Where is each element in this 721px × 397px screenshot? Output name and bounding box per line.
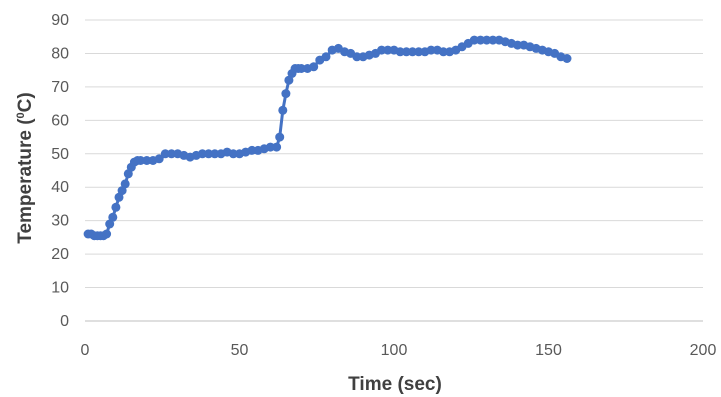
series-layer: [83, 35, 572, 241]
x-axis-title: Time (sec): [348, 374, 442, 395]
data-point: [167, 149, 176, 159]
data-point: [414, 47, 424, 57]
y-tick-label: 10: [51, 280, 69, 297]
data-point: [108, 212, 118, 222]
data-point: [309, 62, 319, 72]
y-tick-label: 80: [51, 45, 69, 62]
y-axis-title-prefix: Temperature (: [15, 118, 36, 244]
x-tick-label: 150: [535, 342, 562, 359]
data-point: [210, 149, 220, 159]
data-point: [352, 52, 362, 62]
data-point: [408, 47, 417, 57]
data-point: [278, 105, 288, 115]
data-point: [114, 192, 124, 202]
data-point: [476, 35, 485, 45]
data-point: [204, 149, 214, 159]
data-point: [383, 45, 393, 55]
y-tick-label: 0: [60, 313, 69, 330]
data-point: [154, 154, 164, 164]
data-point: [321, 52, 331, 62]
y-tick-label: 20: [51, 246, 69, 263]
y-axis-title-superscript: 0: [15, 112, 27, 118]
y-tick-label: 40: [51, 179, 69, 196]
data-point: [438, 47, 448, 57]
x-tick-label: 200: [690, 342, 717, 359]
data-point: [136, 156, 146, 165]
data-point: [265, 142, 275, 152]
data-point: [562, 54, 572, 63]
data-point: [377, 45, 387, 55]
y-tick-label: 70: [51, 79, 69, 96]
data-point: [482, 35, 492, 45]
data-point: [111, 202, 121, 212]
data-point: [228, 149, 238, 159]
data-point: [142, 156, 152, 165]
series-line: [86, 38, 569, 238]
data-point: [395, 47, 405, 57]
data-point: [281, 89, 291, 99]
data-point: [160, 149, 170, 159]
data-point: [488, 35, 498, 45]
x-tick-label: 0: [81, 342, 90, 359]
data-point: [426, 45, 436, 55]
y-tick-label: 30: [51, 213, 69, 230]
data-point: [197, 149, 207, 159]
data-point: [117, 186, 127, 196]
data-point: [296, 64, 306, 73]
data-point: [272, 142, 282, 152]
series: [83, 35, 572, 241]
data-point: [275, 132, 285, 142]
y-tick-label: 90: [51, 12, 69, 29]
data-point: [105, 219, 115, 229]
x-tick-label: 50: [231, 342, 249, 359]
tick-labels: 0 10 20 30 40 50 60 70 80 90 0 50 100 150 200: [51, 12, 716, 359]
y-axis-title: Temperature (0C): [15, 92, 36, 243]
data-point: [469, 35, 479, 45]
y-tick-label: 50: [51, 146, 69, 163]
data-point: [513, 40, 523, 50]
data-point: [102, 229, 112, 239]
data-point: [120, 179, 130, 189]
data-point: [284, 75, 294, 85]
y-axis-title-suffix: C): [15, 92, 36, 112]
x-tick-label: 100: [381, 342, 408, 359]
y-tick-label: 60: [51, 112, 69, 129]
